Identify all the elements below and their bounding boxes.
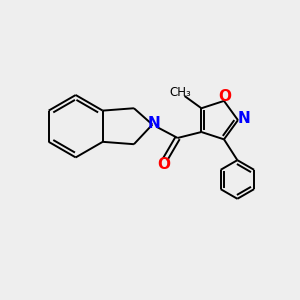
Text: O: O — [218, 89, 231, 104]
Text: CH₃: CH₃ — [169, 86, 190, 99]
Text: O: O — [158, 157, 170, 172]
Text: N: N — [147, 116, 160, 131]
Text: N: N — [238, 111, 250, 126]
